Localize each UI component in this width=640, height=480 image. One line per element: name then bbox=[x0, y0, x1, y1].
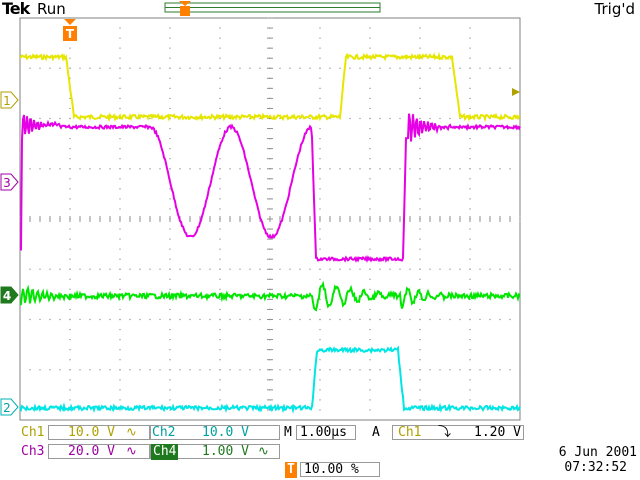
ch3-marker-label: 3 bbox=[3, 176, 11, 190]
ch4-name[interactable]: Ch4 bbox=[151, 444, 179, 460]
trigger-level-box bbox=[392, 425, 524, 440]
graticule-grid bbox=[19, 17, 521, 411]
ch3-name[interactable]: Ch3 bbox=[21, 444, 45, 459]
trigger-slope-icon: ⤵ bbox=[438, 425, 452, 440]
brand-logo: Tek bbox=[2, 0, 30, 18]
ch2-scale-box bbox=[150, 425, 280, 440]
ch1-marker-label: 1 bbox=[3, 94, 11, 108]
timebase-box bbox=[296, 425, 356, 440]
trigger-position-box bbox=[300, 462, 380, 477]
ch3-coupling-icon: ∿ bbox=[126, 444, 137, 459]
ch2-trace bbox=[19, 345, 521, 414]
trigger-position-value[interactable]: 10.00 % bbox=[304, 462, 359, 477]
ch1-coupling-icon: ∿ bbox=[126, 425, 137, 440]
ch4-trace bbox=[19, 280, 521, 312]
trigger-position-marker[interactable]: T bbox=[63, 19, 77, 41]
ch2-scale[interactable]: 10.0 V bbox=[202, 425, 249, 440]
ch1-scale-box bbox=[48, 425, 150, 440]
ch4-scale-box bbox=[150, 444, 280, 459]
ch4-coupling-icon: ∿ bbox=[258, 444, 269, 459]
timebase-prefix: M bbox=[284, 425, 292, 440]
time-readout: 07:32:52 bbox=[564, 460, 627, 475]
trigger-position-icon: T bbox=[285, 462, 297, 478]
acquisition-status: Run bbox=[37, 0, 66, 18]
trigger-marker-record bbox=[179, 1, 191, 16]
ch1-trace bbox=[19, 51, 521, 123]
trigger-level-arrow[interactable] bbox=[512, 88, 520, 96]
ch1-ground-marker[interactable]: 1 bbox=[0, 91, 19, 109]
trigger-source[interactable]: Ch1 bbox=[398, 425, 422, 440]
ch4-scale[interactable]: 1.00 V bbox=[202, 444, 249, 459]
ch3-scale[interactable]: 20.0 V bbox=[68, 444, 115, 459]
ch3-scale-box bbox=[48, 444, 150, 459]
date-readout: 6 Jun 2001 bbox=[558, 445, 637, 460]
ch4-marker-label: 4 bbox=[3, 289, 11, 303]
trigger-mode: A bbox=[372, 425, 380, 440]
timebase-value[interactable]: 1.00µs bbox=[300, 425, 347, 440]
trigger-status: Trig'd bbox=[594, 0, 635, 18]
ch3-trace bbox=[19, 113, 521, 263]
ch1-name[interactable]: Ch1 bbox=[21, 425, 45, 440]
waveform-layer bbox=[19, 51, 521, 414]
ch4-ground-marker[interactable]: 4 bbox=[0, 286, 19, 304]
trigger-position-label: T bbox=[66, 27, 75, 41]
ch2-name[interactable]: Ch2 bbox=[152, 425, 176, 440]
ch1-scale[interactable]: 10.0 V bbox=[68, 425, 115, 440]
ch2-marker-label: 2 bbox=[3, 401, 11, 415]
ch2-ground-marker[interactable]: 2 bbox=[0, 398, 19, 416]
trigger-level[interactable]: 1.20 V bbox=[474, 425, 521, 440]
ch3-ground-marker[interactable]: 3 bbox=[0, 173, 19, 191]
